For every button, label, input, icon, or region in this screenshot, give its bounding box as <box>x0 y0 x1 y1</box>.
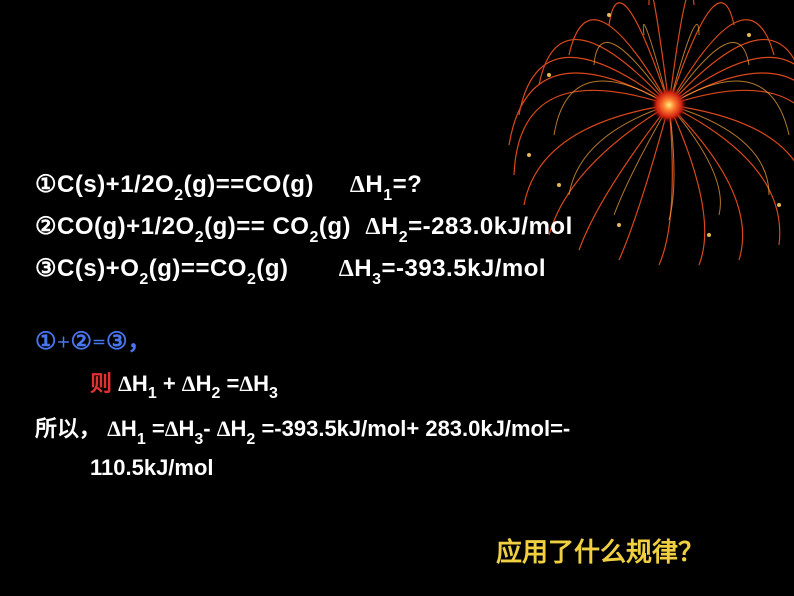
equation-3: ③C(s)+O2(g)==CO2(g) ΔH3=-393.5kJ/mol <box>35 249 573 291</box>
then-line: 则 ΔH1 + ΔH2 =ΔH3 <box>90 366 573 401</box>
relation-line: ①＋②＝③， <box>35 321 573 356</box>
question-text: 应用了什么规律？ <box>496 532 704 569</box>
slide-content: ①C(s)+1/2O2(g)==CO(g) ΔH1=? ②CO(g)+1/2O2… <box>35 165 573 486</box>
equation-2: ②CO(g)+1/2O2(g)== CO2(g) ΔH2=-283.0kJ/mo… <box>35 207 573 249</box>
equation-1: ①C(s)+1/2O2(g)==CO(g) ΔH1=? <box>35 165 573 207</box>
conclusion-line: 所以， ΔH1 =ΔH3- ΔH2 =-393.5kJ/mol+ 283.0kJ… <box>35 411 573 485</box>
